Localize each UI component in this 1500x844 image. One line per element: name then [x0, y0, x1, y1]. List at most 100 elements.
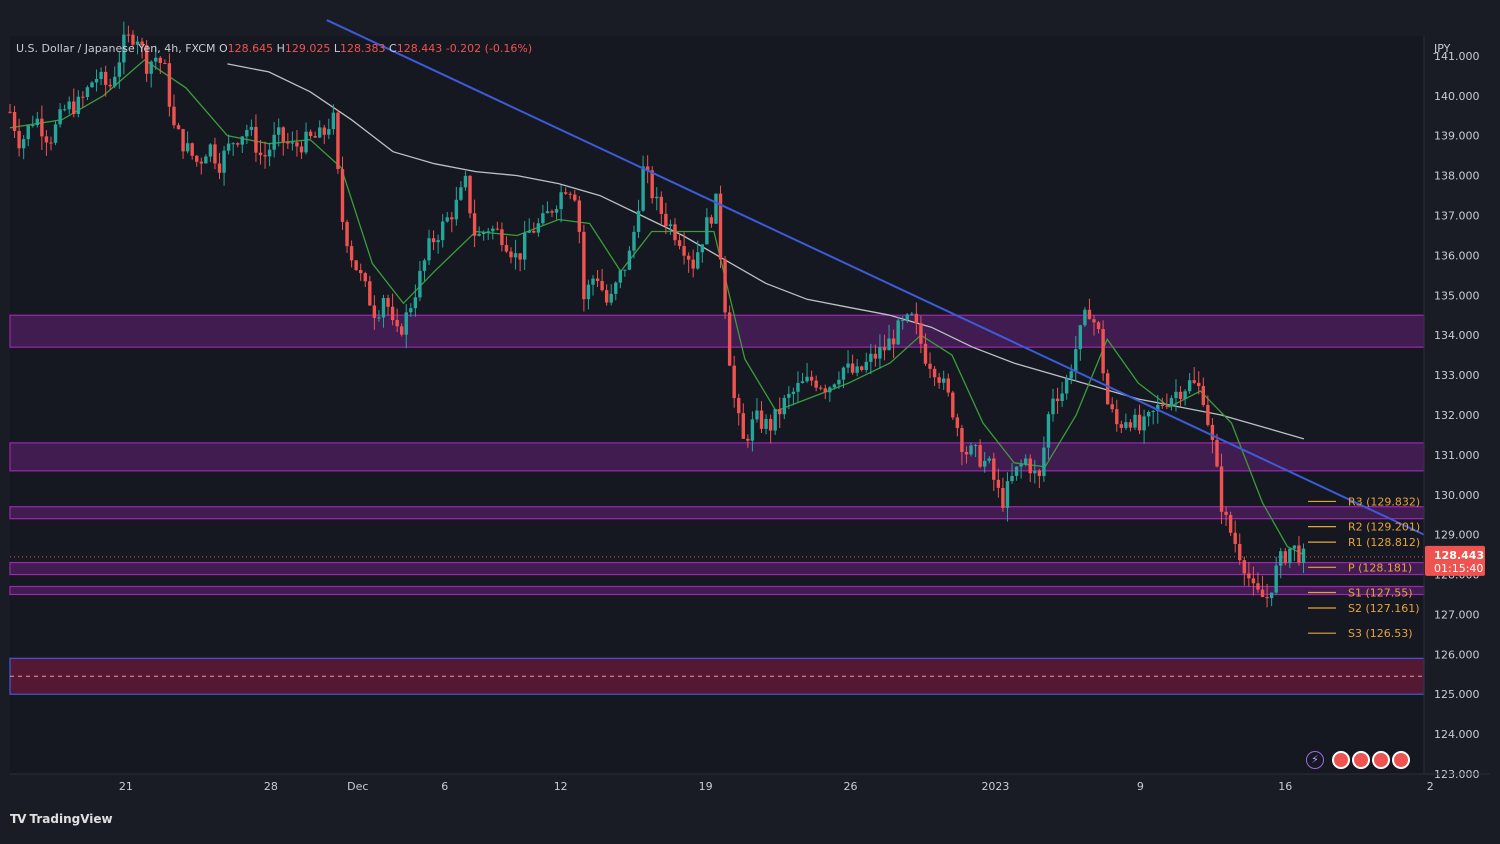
candle-body — [1133, 414, 1137, 428]
candle-body — [126, 34, 131, 36]
candle-body — [340, 169, 345, 222]
candle-body — [577, 200, 582, 232]
candle-body — [623, 269, 627, 271]
high-value: 129.025 — [284, 42, 331, 55]
candle-body — [746, 438, 750, 441]
change-value: -0.202 (-0.16%) — [445, 42, 533, 55]
candle-body — [541, 213, 545, 224]
candle-body — [445, 217, 449, 222]
candle-body — [573, 194, 577, 201]
candle-body — [718, 193, 723, 260]
candle-body — [691, 259, 695, 269]
price-tag-value: 128.443 — [1434, 549, 1484, 562]
candle-body — [368, 281, 372, 306]
candle-body — [860, 366, 864, 370]
low-value: 128.383 — [340, 42, 386, 55]
tradingview-logo-icon: TV — [10, 812, 27, 826]
events-indicator[interactable]: ⚡ — [1306, 751, 1410, 769]
pivot-label: S1 (127.55) — [1348, 586, 1413, 599]
candle-body — [800, 381, 805, 383]
candle-body — [532, 231, 536, 233]
candle-body — [1055, 398, 1060, 402]
candle-body — [1142, 416, 1146, 431]
candle-body — [135, 41, 140, 45]
candle-body — [978, 445, 982, 467]
candle-body — [354, 260, 358, 271]
candle-body — [304, 131, 308, 153]
candle-body — [513, 253, 518, 258]
candle-body — [941, 378, 946, 383]
candle-body — [390, 306, 395, 320]
candle-body — [750, 419, 755, 441]
us-flag-icon[interactable] — [1332, 751, 1350, 769]
candle-body — [281, 127, 285, 143]
candle-body — [185, 143, 190, 152]
candle-body — [53, 124, 58, 143]
y-tick-label: 127.000 — [1434, 608, 1480, 621]
y-tick-label: 137.000 — [1434, 210, 1480, 223]
tradingview-brand[interactable]: TV TradingView — [10, 812, 113, 826]
candle-body — [1301, 548, 1306, 563]
candle-body — [372, 305, 377, 318]
lightning-icon[interactable]: ⚡ — [1306, 751, 1324, 769]
candle-body — [336, 112, 340, 170]
candle-body — [960, 428, 964, 453]
candle-body — [964, 452, 969, 455]
candle-body — [199, 161, 203, 164]
candle-body — [655, 196, 659, 199]
candle-body — [154, 57, 158, 62]
candle-body — [1037, 470, 1042, 477]
candle-body — [582, 231, 586, 300]
candle-body — [67, 101, 71, 110]
pivot-label: R1 (128.812) — [1348, 536, 1420, 549]
candle-body — [295, 142, 299, 147]
candle-body — [422, 260, 427, 271]
candle-body — [737, 398, 741, 414]
candle-body — [399, 326, 404, 335]
candle-body — [459, 187, 463, 200]
candle-body — [919, 323, 923, 344]
candle-body — [290, 142, 295, 144]
candle-body — [249, 126, 254, 130]
candle-body — [782, 397, 786, 415]
candle-body — [1178, 391, 1183, 399]
candle-body — [1096, 322, 1101, 329]
candle-body — [837, 379, 841, 385]
candle-body — [272, 134, 276, 150]
candle-body — [1192, 380, 1196, 383]
candle-body — [1242, 560, 1246, 574]
candle-body — [381, 297, 386, 318]
y-tick-label: 138.000 — [1434, 170, 1480, 183]
candle-body — [90, 82, 94, 88]
candle-body — [873, 353, 878, 359]
candle-body — [1110, 404, 1114, 410]
candle-body — [1151, 410, 1155, 413]
candle-body — [113, 76, 117, 87]
candle-body — [62, 109, 67, 111]
candle-body — [176, 125, 181, 130]
candle-body — [85, 87, 90, 97]
candle-body — [727, 312, 732, 366]
candle-body — [682, 246, 686, 256]
candle-body — [81, 96, 85, 98]
candle-body — [973, 445, 978, 447]
candle-body — [846, 363, 850, 368]
candle-body — [208, 144, 213, 157]
symbol-legend[interactable]: U.S. Dollar / Japanese Yen, 4h, FXCM O12… — [16, 42, 532, 55]
candle-body — [659, 196, 664, 214]
candle-body — [614, 282, 618, 294]
pivot-label: R3 (129.832) — [1348, 495, 1420, 508]
candle-body — [982, 460, 987, 467]
us-flag-icon[interactable] — [1392, 751, 1410, 769]
candle-body — [1288, 548, 1292, 564]
candle-body — [477, 233, 481, 236]
us-flag-icon[interactable] — [1372, 751, 1390, 769]
candle-body — [1297, 545, 1301, 563]
us-flag-icon[interactable] — [1352, 751, 1370, 769]
candle-body — [946, 378, 950, 393]
candle-body — [1283, 551, 1287, 564]
y-tick-label: 126.000 — [1434, 648, 1480, 661]
candle-body — [887, 338, 891, 351]
candle-body — [841, 367, 846, 380]
